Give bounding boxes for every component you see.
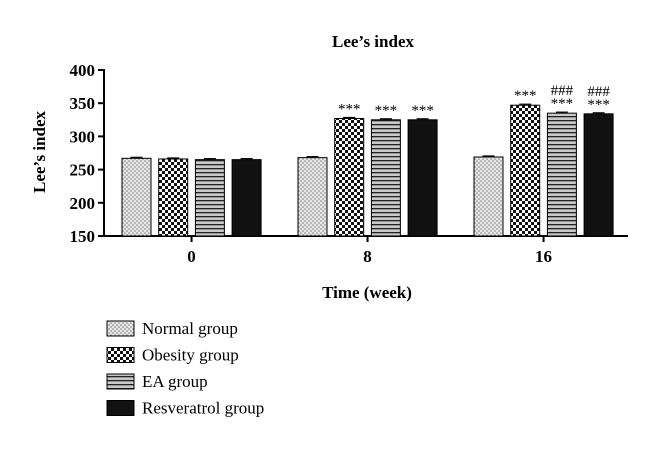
legend-swatch: [106, 320, 135, 337]
legend-label: EA group: [142, 372, 208, 391]
significance-label: ***: [587, 97, 610, 113]
bars: [121, 103, 614, 237]
y-axis-label: Lee’s index: [30, 111, 49, 194]
bar: [231, 159, 262, 237]
x-tick-label: 0: [187, 247, 196, 266]
y-tick-label: 200: [70, 194, 96, 213]
bar: [121, 157, 152, 237]
significance-annotations: *** *** ****** *** ***### ###: [338, 83, 610, 119]
y-tick-label: 300: [70, 127, 96, 146]
significance-label: ###: [551, 83, 574, 99]
axes: 150 200 250 300 350 400 0 8 16: [70, 61, 628, 266]
legend-swatch: [106, 373, 135, 390]
bar: [194, 159, 225, 237]
y-tick-label: 150: [70, 227, 96, 246]
legend-label: Obesity group: [142, 346, 239, 365]
x-tick-label: 16: [535, 247, 552, 266]
legend-swatch: [106, 347, 135, 363]
y-tick-label: 250: [70, 161, 96, 180]
y-tick-label: 400: [70, 61, 96, 80]
legend-label: Resveratrol group: [142, 399, 264, 418]
bar: [370, 119, 401, 237]
chart-title: Lee’s index: [332, 32, 415, 51]
bar: [473, 156, 504, 237]
y-tick-label: 350: [70, 94, 96, 113]
legend: Normal group Obesity group EA group Resvera…: [106, 319, 264, 418]
bar: [158, 158, 189, 237]
x-tick-label: 8: [363, 247, 372, 266]
significance-label: ***: [551, 96, 574, 112]
legend-label: Normal group: [142, 319, 238, 338]
bar: [583, 113, 614, 237]
bar: [297, 157, 328, 237]
significance-label: ###: [587, 84, 610, 100]
bar: [407, 119, 438, 237]
significance-label: ***: [375, 103, 398, 119]
bar: [334, 117, 365, 237]
bar: [510, 104, 541, 237]
legend-swatch: [106, 400, 135, 416]
significance-label: ***: [411, 103, 434, 119]
x-axis-label: Time (week): [322, 283, 412, 302]
significance-label: ***: [514, 88, 537, 104]
bar: [546, 112, 577, 237]
significance-label: ***: [338, 101, 361, 117]
